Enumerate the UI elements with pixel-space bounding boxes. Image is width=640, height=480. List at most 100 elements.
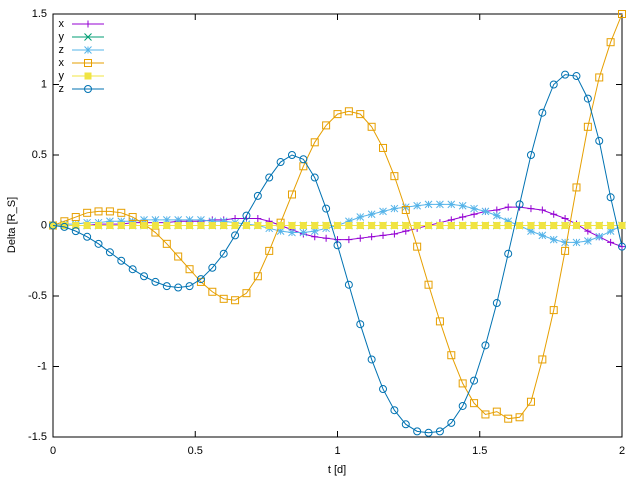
point <box>49 221 57 230</box>
point <box>265 246 274 255</box>
point <box>197 222 205 229</box>
y-tick-label: 0.5 <box>32 149 47 161</box>
point <box>595 136 604 145</box>
series <box>49 70 626 437</box>
point <box>561 214 569 222</box>
point <box>117 256 126 265</box>
point <box>345 217 353 226</box>
point <box>333 110 342 119</box>
y-tick-label: -1.5 <box>28 431 47 443</box>
point <box>242 211 251 220</box>
point <box>140 216 148 224</box>
point <box>276 227 285 235</box>
point <box>390 204 399 213</box>
point <box>492 299 501 308</box>
point <box>322 121 331 130</box>
point <box>128 217 137 226</box>
x-tick-label: 0 <box>50 445 56 457</box>
point <box>458 401 467 410</box>
point <box>163 222 171 229</box>
point <box>356 110 365 119</box>
point <box>607 222 615 229</box>
point <box>128 213 137 222</box>
point <box>492 211 501 220</box>
point <box>504 217 513 226</box>
point <box>151 277 160 286</box>
point <box>379 385 388 394</box>
point <box>595 73 604 82</box>
point <box>333 241 342 250</box>
point <box>527 227 535 235</box>
point <box>504 203 512 211</box>
point <box>219 294 228 303</box>
point <box>447 200 456 209</box>
point <box>345 222 353 229</box>
x-tick-label: 0.5 <box>188 445 203 457</box>
point <box>425 222 433 229</box>
point <box>334 222 341 229</box>
point <box>310 173 319 182</box>
point <box>242 289 251 298</box>
point <box>344 107 353 116</box>
point <box>492 407 501 416</box>
point <box>322 222 330 229</box>
point <box>481 341 490 350</box>
legend-label: y <box>59 31 65 43</box>
point <box>367 210 376 219</box>
point <box>447 351 456 360</box>
point <box>83 232 92 241</box>
point <box>516 222 524 229</box>
point <box>549 306 558 315</box>
point <box>595 232 604 241</box>
point <box>436 200 444 209</box>
point <box>60 222 69 231</box>
point <box>549 80 558 89</box>
point <box>413 427 422 436</box>
point <box>458 379 467 388</box>
point <box>368 233 376 241</box>
point <box>299 222 307 229</box>
point <box>94 239 103 248</box>
point <box>174 222 182 229</box>
point <box>470 399 479 408</box>
point <box>322 234 330 242</box>
y-tick-label: 1.5 <box>32 8 47 20</box>
point <box>402 222 410 229</box>
point <box>504 414 513 423</box>
legend-label: y <box>59 70 65 82</box>
point <box>481 410 490 419</box>
point <box>162 282 171 291</box>
point <box>140 272 149 281</box>
point <box>561 222 569 229</box>
point <box>595 222 603 229</box>
legend-label: z <box>59 83 65 95</box>
point <box>254 214 262 222</box>
point <box>106 222 114 229</box>
point <box>379 207 387 216</box>
point <box>277 222 285 229</box>
point <box>174 283 183 292</box>
point <box>231 296 240 305</box>
point <box>561 238 569 247</box>
point <box>151 228 160 237</box>
point <box>117 208 126 217</box>
point <box>572 72 581 81</box>
point <box>606 38 615 47</box>
point <box>220 222 228 229</box>
point <box>72 222 80 229</box>
point <box>413 222 421 229</box>
series <box>49 10 626 423</box>
point <box>401 203 410 212</box>
point <box>185 216 194 224</box>
point <box>367 355 376 364</box>
point <box>185 265 194 274</box>
point <box>436 222 444 229</box>
point <box>60 222 68 229</box>
point <box>572 238 581 247</box>
point <box>379 143 388 152</box>
point <box>71 227 80 236</box>
point <box>83 222 91 229</box>
point <box>254 222 262 229</box>
series <box>49 222 626 229</box>
point <box>311 222 319 229</box>
